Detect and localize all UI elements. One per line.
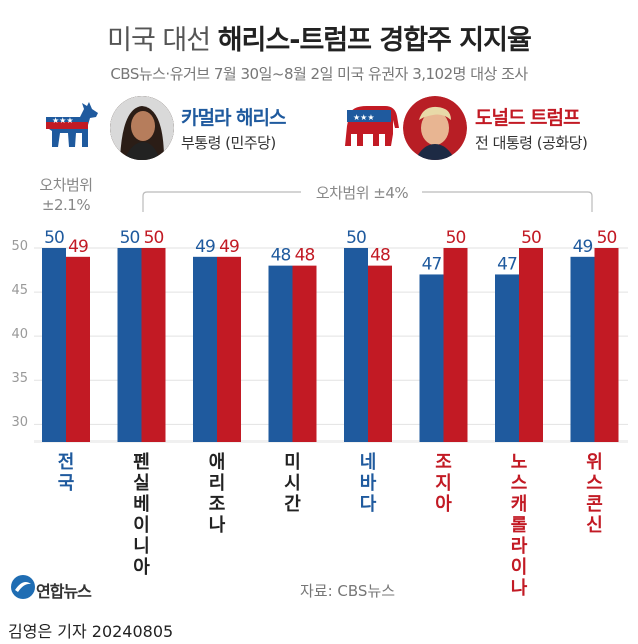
harris-bar bbox=[344, 248, 368, 442]
harris-name: 카멀라 해리스 bbox=[181, 107, 286, 129]
y-tick-label: 50 bbox=[11, 239, 28, 254]
harris-photo bbox=[110, 96, 174, 160]
harris-bar bbox=[495, 274, 519, 442]
trump-value-label: 50 bbox=[144, 228, 164, 248]
harris-value-label: 50 bbox=[346, 228, 366, 248]
harris-value-label: 50 bbox=[44, 228, 64, 248]
trump-value-label: 50 bbox=[521, 228, 541, 248]
subtitle: CBS뉴스·유거브 7월 30일~8월 2일 미국 유권자 3,102명 대상 … bbox=[110, 65, 528, 83]
harris-value-label: 47 bbox=[422, 254, 442, 274]
harris-bar bbox=[42, 248, 66, 442]
margin-states-label: 오차범위 ±4% bbox=[315, 184, 409, 202]
page-title: 미국 대선 해리스-트럼프 경합주 지지율 bbox=[0, 18, 638, 57]
y-tick-label: 30 bbox=[11, 415, 28, 431]
harris-value-label: 50 bbox=[120, 228, 140, 248]
yonhap-logo-icon bbox=[11, 575, 35, 599]
trump-value-label: 48 bbox=[295, 246, 315, 266]
democratic-donkey-icon: ★★★ bbox=[46, 102, 98, 147]
trump-bar bbox=[141, 248, 166, 442]
harris-bar bbox=[193, 256, 217, 442]
trump-value-label: 48 bbox=[370, 246, 390, 266]
trump-value-label: 50 bbox=[597, 228, 617, 248]
trump-value-label: 50 bbox=[446, 228, 466, 248]
trump-value-label: 49 bbox=[219, 237, 239, 257]
republican-elephant-icon: ★★★ bbox=[345, 106, 399, 146]
trump-bar bbox=[66, 256, 90, 442]
harris-bar bbox=[268, 265, 293, 442]
harris-value-label: 47 bbox=[497, 254, 517, 274]
title-light: 미국 대선 bbox=[107, 25, 211, 56]
y-tick-label: 40 bbox=[11, 327, 28, 343]
y-tick-label: 35 bbox=[11, 371, 28, 387]
svg-text:★★★: ★★★ bbox=[52, 116, 74, 125]
trump-name: 도널드 트럼프 bbox=[475, 107, 580, 129]
byline: 김영은 기자 20240805 bbox=[8, 622, 174, 641]
trump-photo bbox=[403, 96, 467, 160]
yonhap-logo-text: 연합뉴스 bbox=[36, 582, 92, 601]
harris-bar bbox=[419, 274, 444, 442]
trump-bar bbox=[519, 248, 543, 442]
harris-role: 부통령 (민주당) bbox=[181, 134, 276, 152]
harris-value-label: 48 bbox=[271, 246, 291, 266]
harris-value-label: 49 bbox=[573, 237, 593, 257]
margin-national-label: 오차범위 ±2.1% bbox=[24, 175, 108, 215]
trump-bar bbox=[368, 265, 392, 442]
harris-bar bbox=[570, 256, 595, 442]
svg-text:★★★: ★★★ bbox=[353, 113, 375, 122]
harris-bar bbox=[117, 248, 142, 442]
margin-states-bracket bbox=[142, 191, 593, 212]
trump-value-label: 49 bbox=[68, 237, 88, 257]
y-tick-label: 45 bbox=[11, 283, 28, 299]
baseline bbox=[34, 440, 628, 443]
margin-national-line1: 오차범위 bbox=[39, 176, 93, 194]
harris-value-label: 49 bbox=[195, 237, 215, 257]
trump-bar bbox=[443, 248, 468, 442]
trump-bar bbox=[217, 256, 241, 442]
trump-bar bbox=[292, 265, 317, 442]
title-bold: 해리스-트럼프 경합주 지지율 bbox=[217, 25, 532, 56]
source-credit: 자료: CBS뉴스 bbox=[300, 582, 396, 600]
margin-national-line2: ±2.1% bbox=[41, 196, 91, 214]
trump-bar bbox=[594, 248, 619, 442]
trump-role: 전 대통령 (공화당) bbox=[475, 134, 588, 152]
